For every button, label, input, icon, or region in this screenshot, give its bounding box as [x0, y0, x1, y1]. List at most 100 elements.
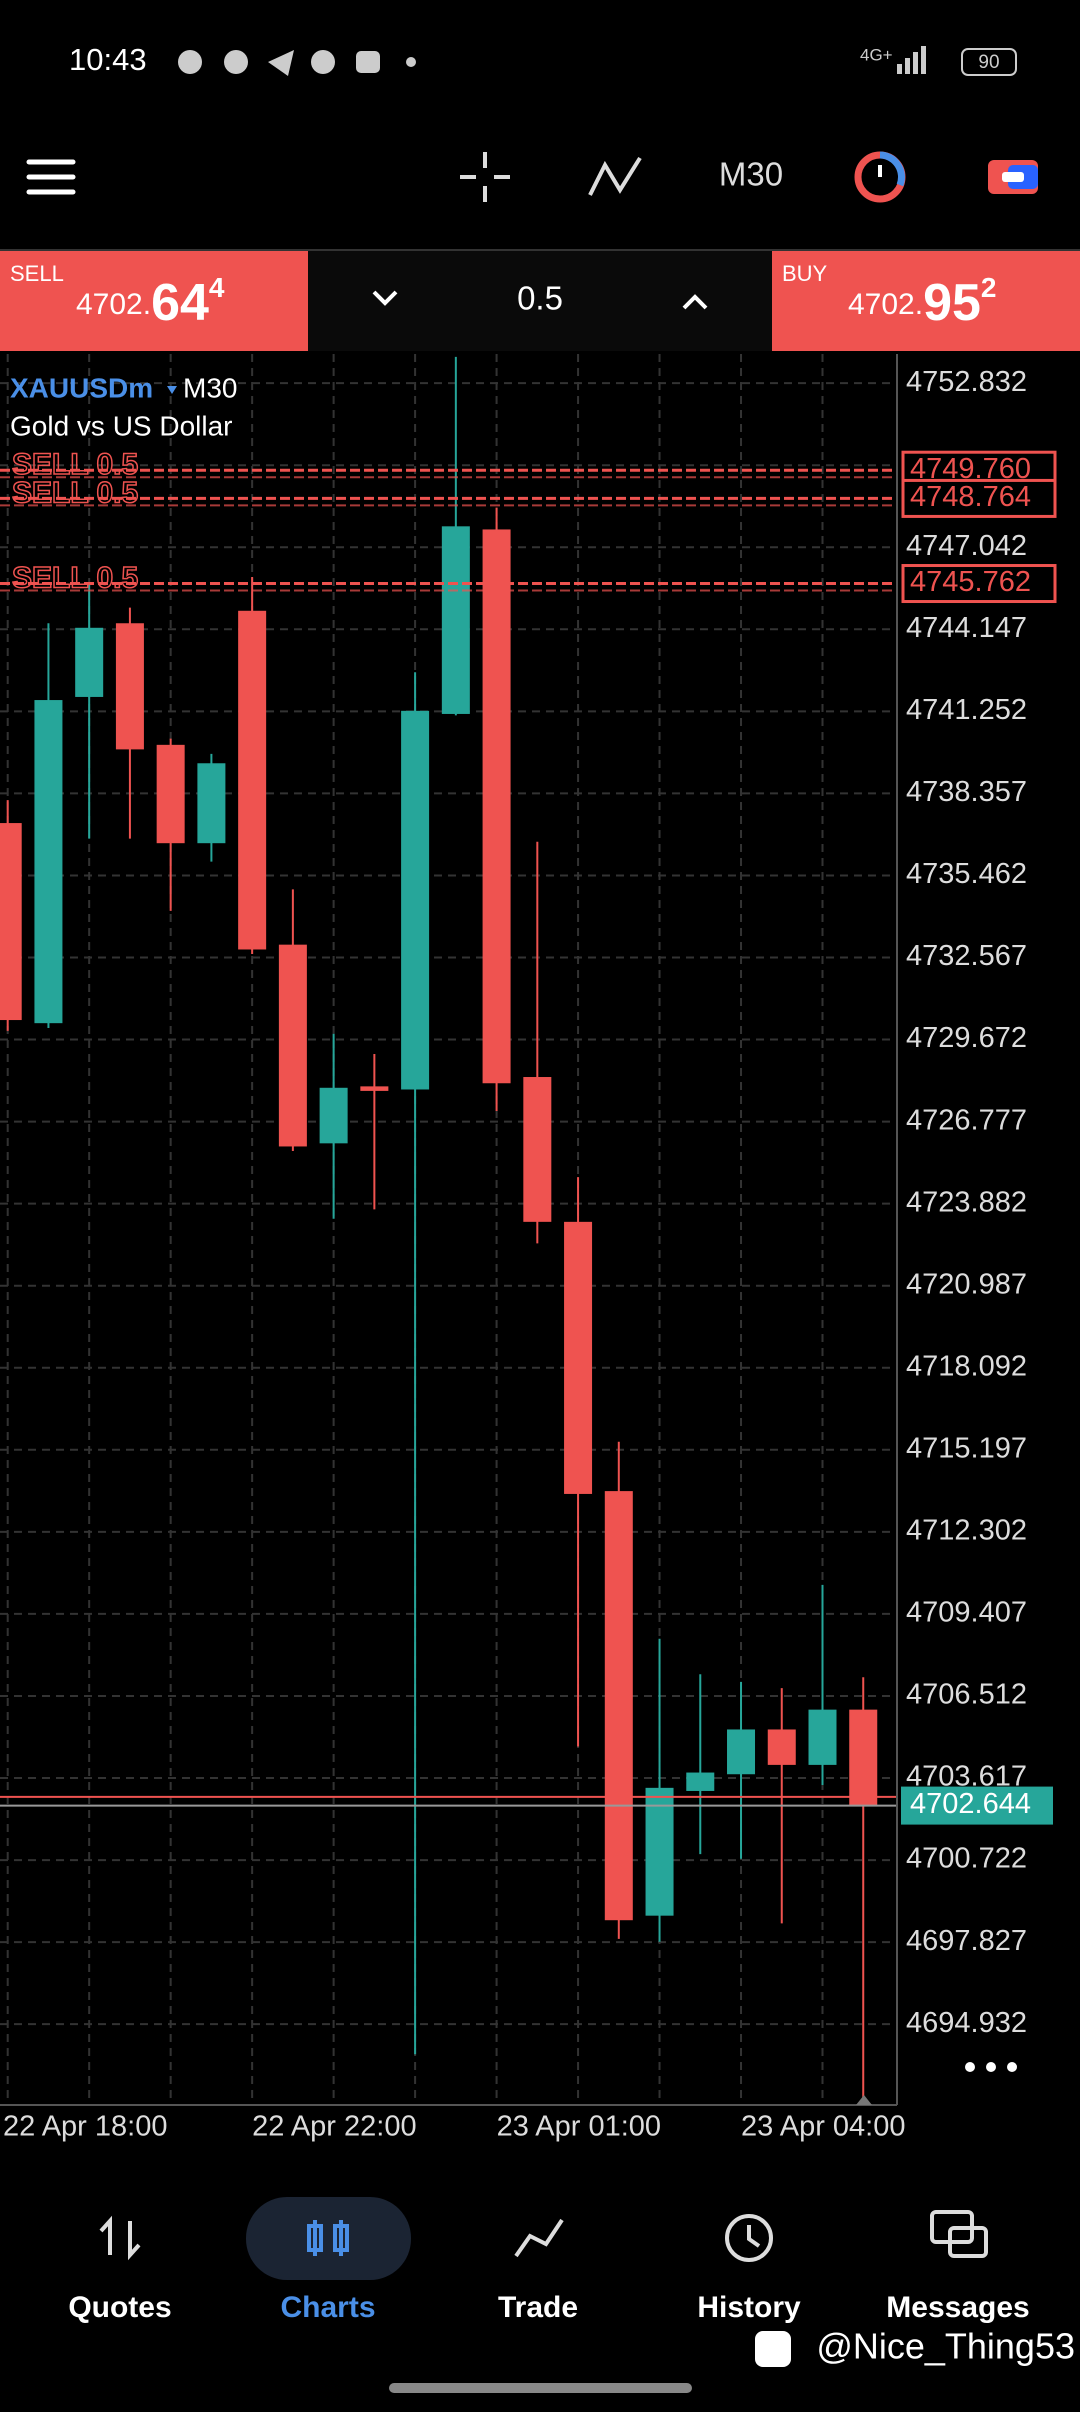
y-tick-label: 4735.462: [906, 858, 1027, 890]
order-label: SELL 0.5: [12, 476, 138, 509]
watermark: @Nice_Thing53: [816, 2326, 1075, 2367]
sell-price-main: 4702.: [76, 288, 151, 321]
crosshair-button[interactable]: [460, 152, 510, 202]
sell-price-big: 64: [151, 274, 209, 332]
indicators-button[interactable]: [588, 156, 642, 196]
y-tick-label: 4726.777: [906, 1104, 1027, 1136]
home-indicator: [389, 2383, 692, 2393]
candle-body: [441, 526, 470, 714]
axes: 4752.8324749.9374747.0424744.1474741.252…: [3, 366, 1027, 2143]
sell-button[interactable]: [0, 251, 308, 351]
nav-tab[interactable]: Messages: [886, 2291, 1029, 2324]
status-time: 10:43: [69, 42, 147, 77]
timeframe-button[interactable]: M30: [719, 156, 783, 193]
y-tick-label: 4694.932: [906, 2007, 1027, 2039]
y-tick-label: 4715.197: [906, 1432, 1027, 1464]
y-tick-label: 4723.882: [906, 1186, 1027, 1218]
buy-button[interactable]: [772, 251, 1080, 351]
symbol-dropdown[interactable]: [167, 386, 177, 394]
active-tab-pill: [246, 2197, 411, 2280]
candle-body: [727, 1729, 756, 1775]
more-button[interactable]: [965, 2062, 1017, 2072]
x-tick-label: 22 Apr 22:00: [252, 2111, 416, 2143]
buy-price-main: 4702.: [848, 288, 923, 321]
buy-label: BUY: [782, 261, 828, 286]
candle-body: [686, 1772, 715, 1791]
nav-tab[interactable]: Charts: [280, 2291, 375, 2324]
bid-price-box: [901, 1786, 1053, 1825]
sell-label: SELL: [10, 261, 64, 286]
x-tick-label: 23 Apr 04:00: [741, 2111, 905, 2143]
volume-down[interactable]: [372, 290, 398, 306]
chart-symbol[interactable]: XAUUSDm: [10, 372, 153, 403]
candle-body: [564, 1221, 593, 1494]
network-type: 4G+: [860, 45, 893, 64]
candle-body: [75, 627, 104, 697]
notification-icons: [178, 50, 416, 76]
battery-level: 90: [978, 52, 999, 73]
x-tick-label: 23 Apr 01:00: [497, 2111, 661, 2143]
y-tick-label: 4697.827: [906, 1925, 1027, 1957]
chart-description: Gold vs US Dollar: [10, 410, 233, 441]
candle-body: [319, 1087, 348, 1144]
nav-tab[interactable]: Quotes: [68, 2291, 171, 2324]
bottom-nav: Quotes Charts Trade History Messages: [68, 2291, 1029, 2324]
y-tick-label: 4718.092: [906, 1350, 1027, 1382]
buy-price: 4702.952: [848, 272, 997, 331]
y-tick-label: 4729.672: [906, 1022, 1027, 1054]
candle-body: [767, 1729, 796, 1765]
y-tick-label: 4738.357: [906, 776, 1027, 808]
bid-price-label: 4702.644: [910, 1788, 1031, 1820]
nav-icons: [99, 2210, 988, 2262]
candle-body: [523, 1077, 552, 1222]
x-tick-label: 22 Apr 18:00: [3, 2111, 167, 2143]
y-tick-label: 4700.722: [906, 1843, 1027, 1875]
buy-price-sup: 2: [981, 272, 997, 303]
nav-tab[interactable]: Trade: [498, 2291, 578, 2324]
menu-button[interactable]: [26, 159, 76, 195]
trade-mode-button[interactable]: [988, 160, 1038, 194]
order-price-box: [901, 564, 1057, 604]
buy-price-big: 95: [923, 274, 981, 332]
watermark-icon: [755, 2331, 791, 2367]
y-tick-label: 4712.302: [906, 1515, 1027, 1547]
candle-body: [849, 1709, 878, 1806]
order-label: SELL 0.5: [12, 448, 138, 481]
y-tick-label: 4732.567: [906, 940, 1027, 972]
sell-price-sup: 4: [209, 272, 225, 303]
y-tick-label: 4709.407: [906, 1597, 1027, 1629]
y-tick-label: 4741.252: [906, 694, 1027, 726]
scroll-marker: [856, 2095, 872, 2105]
volume-up[interactable]: [682, 294, 708, 310]
candle-body: [401, 710, 430, 1090]
signal-icon: [897, 46, 926, 74]
battery-icon: [961, 48, 1017, 76]
y-tick-label: 4720.987: [906, 1268, 1027, 1300]
candle-body: [34, 700, 63, 1024]
order-price-label: 4745.762: [910, 566, 1031, 598]
candle-body: [482, 529, 511, 1084]
candle-body: [604, 1491, 633, 1921]
candles: [0, 356, 878, 2101]
objects-button[interactable]: [854, 151, 906, 203]
sell-price: 4702.644: [76, 272, 225, 331]
y-tick-label: 4744.147: [906, 612, 1027, 644]
order-price-box: [901, 478, 1057, 518]
candle-body: [808, 1709, 837, 1765]
candle-body: [238, 610, 267, 950]
candle-body: [156, 744, 185, 844]
candle-body: [0, 823, 22, 1021]
chart-timeframe: M30: [183, 372, 237, 403]
candle-body: [115, 623, 144, 750]
y-tick-label: 4747.042: [906, 530, 1027, 562]
volume-value[interactable]: 0.5: [517, 280, 563, 317]
candle-body: [360, 1086, 389, 1091]
candle-body: [278, 944, 307, 1147]
y-tick-label: 4706.512: [906, 1679, 1027, 1711]
nav-tab[interactable]: History: [697, 2291, 801, 2324]
candle-body: [645, 1787, 674, 1916]
order-label: SELL 0.5: [12, 561, 138, 594]
